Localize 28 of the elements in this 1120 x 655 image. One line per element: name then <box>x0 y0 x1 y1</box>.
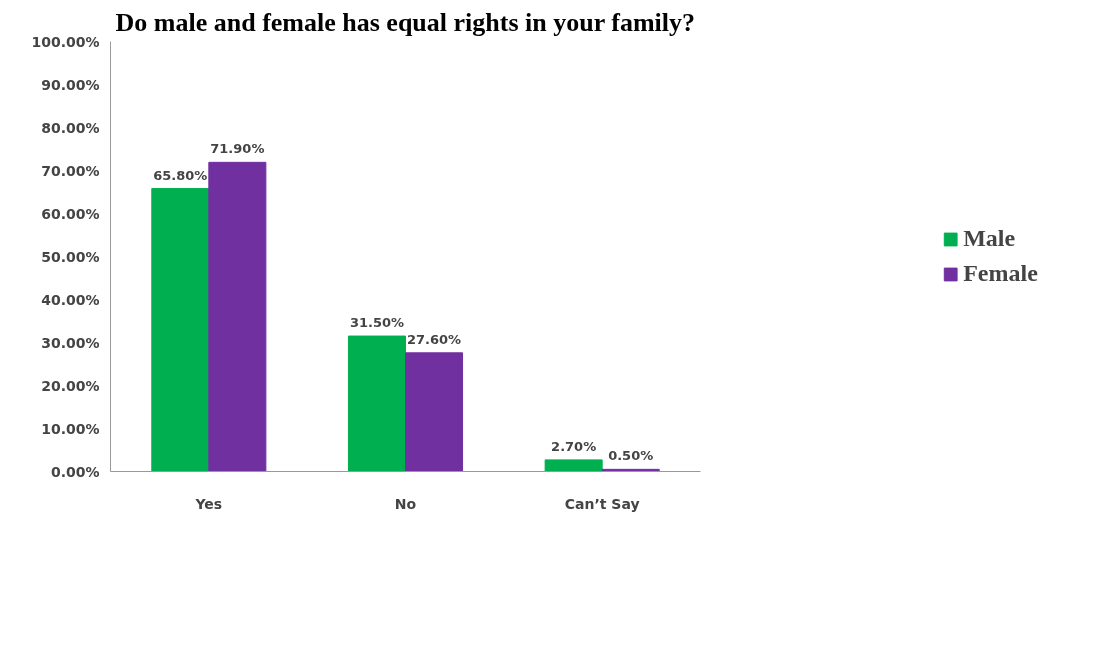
y-tick-label: 0.00% <box>50 463 100 480</box>
y-tick-label: 40.00% <box>41 291 100 308</box>
y-tick-label: 90.00% <box>41 76 100 93</box>
y-tick-label: 100.00% <box>31 33 100 50</box>
y-tick-label: 60.00% <box>41 205 100 222</box>
x-tick-label: Can’t Say <box>564 495 640 512</box>
data-label: 27.60% <box>406 331 462 347</box>
bar <box>544 459 603 472</box>
bar <box>151 188 210 472</box>
y-tick-label: 30.00% <box>41 334 100 351</box>
y-tick-label: 10.00% <box>41 420 100 437</box>
bar <box>405 352 464 472</box>
y-tick-label: 50.00% <box>41 248 100 265</box>
x-tick-label: Yes <box>194 495 223 512</box>
data-label: 65.80% <box>153 167 208 183</box>
y-tick-label: 20.00% <box>41 377 100 394</box>
data-label: 71.90% <box>210 141 265 157</box>
data-label: 31.50% <box>349 315 405 331</box>
y-tick-label: 70.00% <box>41 162 100 179</box>
bar <box>208 161 267 472</box>
y-tick-label: 80.00% <box>41 119 100 136</box>
data-label: 2.70% <box>551 438 597 454</box>
legend-label: Female <box>963 260 1038 287</box>
legend-label: Male <box>963 225 1016 252</box>
bar <box>347 335 406 472</box>
x-tick-label: No <box>394 495 417 512</box>
data-label: 0.50% <box>608 448 654 464</box>
chart-title: Do male and female has equal rights in your family? <box>115 7 696 37</box>
